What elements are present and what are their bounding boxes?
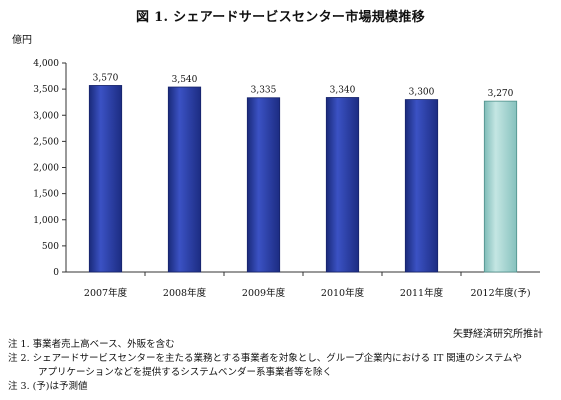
source-credit: 矢野経済研究所推計	[453, 329, 543, 340]
data-label: 3,570	[93, 73, 119, 83]
x-tick-label: 2010年度	[321, 287, 365, 299]
y-tick-label: 500	[42, 242, 59, 252]
x-tick-label: 2008年度	[163, 287, 207, 299]
data-label: 3,340	[330, 85, 356, 95]
bar-2012年度(予)	[483, 100, 518, 273]
x-tick-label: 2007年度	[84, 287, 128, 299]
notes: 注 1. 事業者売上高ベース、外販を含む 注 2. シェアードサービスセンターを…	[8, 338, 522, 394]
data-label: 3,335	[251, 86, 277, 96]
note-2: 注 2. シェアードサービスセンターを主たる業務とする事業者を対象とし、グループ…	[8, 353, 523, 364]
x-tick-label: 2009年度	[242, 287, 286, 299]
y-tick-label: 0	[53, 268, 59, 278]
y-tick-label: 2,500	[33, 137, 59, 147]
bar-2007年度	[88, 85, 123, 273]
note-2-continued: アプリケーションなどを提供するシステムベンダー系事業者等を除く	[38, 367, 333, 378]
chart-title: 図 1. シェアードサービスセンター市場規模推移	[135, 10, 426, 25]
y-tick-label: 1,000	[33, 216, 59, 226]
y-tick-label: 3,500	[33, 85, 59, 95]
bar-chart: 05001,0001,5002,0002,5003,0003,5004,000 …	[33, 59, 540, 299]
data-label: 3,300	[409, 88, 435, 98]
bar-2010年度	[325, 97, 360, 273]
y-tick-label: 1,500	[33, 190, 59, 200]
data-label: 3,540	[172, 75, 198, 85]
x-tick-label: 2011年度	[400, 287, 444, 299]
x-tick-label: 2012年度(予)	[470, 287, 530, 299]
y-tick-label: 3,000	[33, 111, 59, 121]
bar-2008年度	[167, 86, 202, 273]
y-axis-unit: 億円	[12, 35, 32, 46]
y-tick-label: 2,000	[33, 164, 59, 174]
note-3: 注 3. (予)は予測値	[8, 381, 88, 392]
y-tick-label: 4,000	[33, 59, 59, 69]
bar-2009年度	[246, 97, 281, 273]
data-label: 3,270	[488, 89, 514, 99]
bar-2011年度	[404, 99, 439, 273]
note-1: 注 1. 事業者売上高ベース、外販を含む	[8, 339, 175, 350]
